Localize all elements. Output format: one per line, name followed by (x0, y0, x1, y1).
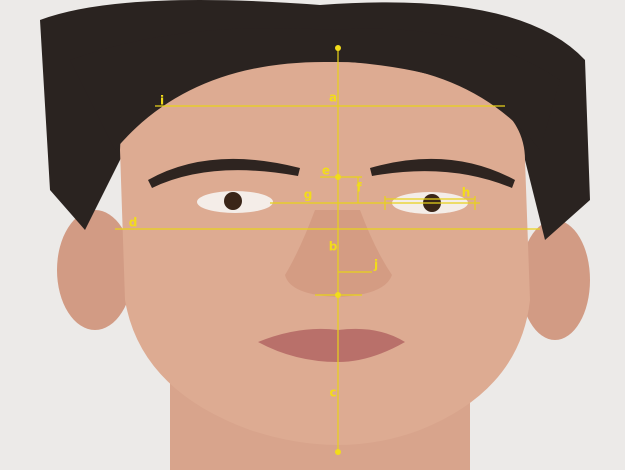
photo: a b c d e f g h i j (0, 0, 625, 470)
measurement-label: c (329, 386, 336, 400)
measurement-label: b (329, 240, 338, 254)
point (335, 174, 341, 180)
point (335, 45, 341, 51)
ear-right (520, 220, 590, 340)
measurement-label: j (373, 258, 378, 272)
measurement-label: h (462, 186, 471, 200)
iris-left (224, 192, 242, 210)
measurement-label: a (329, 91, 337, 105)
point (335, 292, 341, 298)
measurement-label: d (129, 216, 138, 230)
measurement-label: g (304, 188, 313, 202)
measurement-label: i (160, 94, 164, 108)
measurement-label: e (322, 164, 330, 178)
measurement-label: f (356, 181, 362, 195)
ear-left (57, 210, 133, 330)
point (335, 449, 341, 455)
